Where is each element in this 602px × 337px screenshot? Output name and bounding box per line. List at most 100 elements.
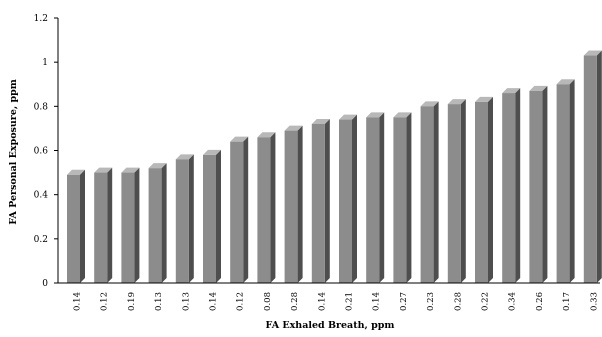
bar — [339, 114, 357, 283]
bar — [175, 154, 194, 283]
bar-side-face — [216, 149, 221, 283]
bar — [67, 169, 85, 283]
bar-top-face — [339, 114, 357, 120]
bar-top-face — [475, 96, 493, 102]
bar-front-face — [121, 172, 135, 283]
bar-top-face — [230, 136, 249, 142]
bar-side-face — [80, 169, 85, 283]
bar-top-face — [502, 88, 521, 94]
x-tick-label: 0.34 — [508, 292, 518, 311]
bar-side-face — [515, 88, 521, 283]
y-tick-label: 0.4 — [34, 191, 49, 201]
x-tick-label: 0.26 — [535, 292, 545, 311]
bar — [502, 88, 521, 283]
bar-front-face — [203, 154, 216, 283]
x-tick-label: 0.13 — [154, 292, 164, 311]
bar-side-face — [161, 163, 167, 283]
bar-front-face — [366, 117, 380, 283]
bar-top-face — [529, 85, 548, 91]
bar-front-face — [94, 172, 108, 283]
bar — [583, 50, 602, 283]
bar-front-face — [257, 137, 271, 283]
bar-front-face — [447, 104, 461, 283]
bar-front-face — [175, 159, 189, 283]
bar — [148, 163, 167, 283]
bar-top-face — [94, 167, 113, 173]
bar-front-face — [502, 93, 516, 283]
y-tick-label: 0.8 — [34, 102, 49, 112]
x-axis-title: FA Exhaled Breath, ppm — [266, 320, 395, 331]
x-tick-label: 0.13 — [181, 292, 191, 311]
bar — [393, 112, 412, 283]
bar — [203, 149, 221, 283]
bar-side-face — [107, 167, 113, 283]
bar-front-face — [148, 168, 162, 283]
bar — [475, 96, 493, 284]
bar — [94, 167, 113, 283]
bar — [447, 99, 466, 283]
x-tick-label: 0.22 — [480, 292, 490, 311]
bar-side-face — [134, 167, 140, 283]
bar — [366, 112, 385, 283]
x-tick-label: 0.28 — [453, 292, 463, 311]
bar — [311, 119, 330, 283]
bar-front-face — [583, 55, 597, 283]
y-tick-label: 1.2 — [34, 14, 48, 24]
bar-side-face — [488, 96, 493, 284]
x-tick-label: 0.14 — [317, 292, 327, 311]
bar-top-face — [121, 167, 140, 173]
bar-side-face — [379, 112, 385, 283]
x-tick-label: 0.08 — [263, 292, 273, 311]
x-tick-label: 0.14 — [72, 292, 82, 311]
bar-top-face — [257, 132, 276, 138]
bar — [529, 85, 548, 283]
bar — [230, 136, 249, 283]
x-tick-label: 0.33 — [589, 292, 599, 311]
bar-side-face — [460, 99, 466, 283]
bar-top-face — [67, 169, 85, 175]
y-tick-label: 1 — [42, 58, 48, 68]
bar-side-face — [542, 85, 548, 283]
bar-top-face — [393, 112, 412, 118]
bar — [121, 167, 140, 283]
x-tick-label: 0.21 — [344, 292, 354, 311]
x-tick-label: 0.14 — [372, 292, 382, 311]
y-axis-title: FA Personal Exposure, ppm — [8, 79, 19, 225]
x-tick-label: 0.27 — [399, 292, 409, 311]
bar-side-face — [324, 119, 330, 283]
axes-group — [57, 18, 600, 284]
x-tick-label: 0.17 — [562, 292, 572, 311]
bars-group — [67, 50, 602, 284]
bar-front-face — [393, 117, 407, 283]
bar — [556, 79, 575, 283]
bar-top-face — [420, 101, 439, 107]
bar-top-face — [556, 79, 575, 85]
x-tick-label: 0.19 — [127, 292, 137, 311]
x-axis-ticks: 0.14 0.12 0.19 0.13 0.13 0.14 0.12 0.08 0.28 0.14… — [72, 292, 599, 311]
bar-side-face — [596, 50, 602, 283]
bar-front-face — [556, 84, 570, 283]
bar-front-face — [67, 174, 80, 283]
bar-side-face — [433, 101, 439, 283]
x-tick-label: 0.12 — [236, 292, 246, 311]
bar-top-face — [583, 50, 602, 56]
x-tick-label: 0.23 — [426, 292, 436, 311]
bar-side-face — [352, 114, 357, 283]
bar-front-face — [420, 106, 434, 283]
bar-front-face — [529, 90, 543, 283]
bar-top-face — [175, 154, 194, 160]
bar-side-face — [270, 132, 276, 283]
x-tick-label: 0.12 — [100, 292, 110, 311]
bar-side-face — [188, 154, 194, 283]
y-tick-label: 0.6 — [34, 147, 49, 157]
bar-top-face — [366, 112, 385, 118]
bar-front-face — [284, 130, 298, 283]
bar — [257, 132, 276, 283]
bar-side-face — [406, 112, 412, 283]
bar-top-face — [148, 163, 167, 169]
y-axis-ticks: 0 0.2 0.4 0.6 0.8 1 1.2 — [34, 14, 58, 289]
bar-top-face — [284, 125, 303, 131]
bar-front-face — [311, 124, 325, 283]
